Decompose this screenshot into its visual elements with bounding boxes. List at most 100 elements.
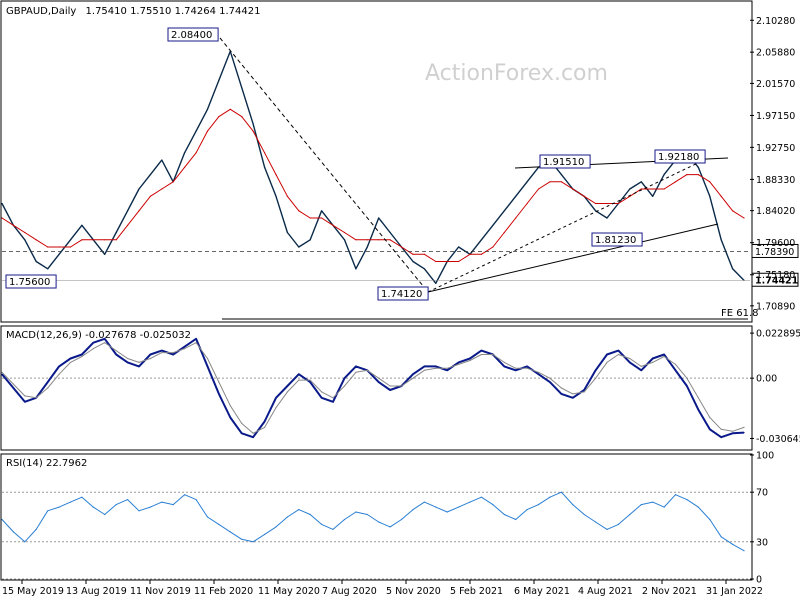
data-point-ema <box>35 239 37 241</box>
data-point-macd <box>206 365 209 367</box>
data-point-ema <box>515 217 517 219</box>
data-point-price <box>560 174 563 176</box>
annotation-box <box>539 154 591 169</box>
series-line-macd <box>1 337 745 439</box>
data-point-macd <box>560 393 563 395</box>
data-point-price <box>115 231 117 234</box>
data-point-rsi <box>400 518 403 521</box>
data-point-rsi <box>264 533 266 536</box>
data-point-ema <box>674 181 677 183</box>
data-point-price <box>606 217 608 219</box>
data-point-ema <box>195 152 197 154</box>
data-point-signal <box>537 371 540 373</box>
y-tick-label: 0.00 <box>756 374 777 385</box>
data-point-rsi <box>389 526 391 528</box>
data-point-macd <box>458 361 460 363</box>
data-point-price <box>378 217 380 219</box>
data-point-signal <box>446 367 448 369</box>
data-point-signal <box>583 391 585 393</box>
data-point-rsi <box>138 510 140 512</box>
data-point-macd <box>515 369 517 371</box>
y-tick-label: 30 <box>756 537 768 548</box>
data-point-price <box>35 260 37 263</box>
data-point-price <box>458 246 460 248</box>
data-point-price <box>24 239 26 241</box>
data-point-rsi <box>378 521 380 523</box>
y-tick-label: 2.01570 <box>756 79 795 90</box>
data-point-macd <box>480 350 482 352</box>
data-point-rsi <box>526 509 528 511</box>
data-point-macd <box>697 409 699 411</box>
x-tick-label: 2 Nov 2021 <box>642 586 697 597</box>
data-point-signal <box>321 391 323 393</box>
data-point-price <box>389 231 391 234</box>
y-tick-label: 0 <box>756 575 762 586</box>
data-point-signal <box>138 361 140 363</box>
data-point-rsi <box>503 513 505 516</box>
series-line-price <box>1 50 745 284</box>
series-line-signal <box>1 342 745 434</box>
data-point-signal <box>343 385 346 387</box>
data-point-macd <box>549 381 551 383</box>
data-point-ema <box>435 260 437 263</box>
data-point-ema <box>663 188 665 190</box>
data-point-rsi <box>309 513 311 516</box>
data-point-rsi <box>161 501 163 503</box>
price-title: GBPAUD,Daily 1.75410 1.75510 1.74264 1.7… <box>6 6 260 17</box>
data-point-ema <box>184 166 186 168</box>
y-tick-label: 2.05880 <box>756 48 795 59</box>
data-point-signal <box>298 379 300 381</box>
data-point-macd <box>115 353 117 356</box>
data-point-signal <box>743 426 745 428</box>
x-tick-label: 13 Aug 2019 <box>66 586 127 597</box>
data-point-ema <box>24 231 26 234</box>
data-point-signal <box>606 361 608 363</box>
data-point-price <box>595 210 597 212</box>
data-point-rsi <box>24 541 26 543</box>
data-point-price <box>366 246 368 248</box>
data-point-price <box>104 253 106 255</box>
data-point-signal <box>309 379 311 381</box>
data-point-macd <box>58 365 60 367</box>
y-tick-label: 70 <box>756 488 768 499</box>
data-point-price <box>298 246 300 248</box>
data-point-ema <box>275 174 277 176</box>
data-point-ema <box>321 217 323 219</box>
annotation-label: 1.92180 <box>658 152 699 163</box>
data-point-rsi <box>1 518 3 521</box>
data-point-rsi <box>229 531 231 533</box>
data-point-price <box>309 239 311 241</box>
data-point-macd <box>229 416 231 419</box>
data-point-ema <box>400 246 403 248</box>
data-point-signal <box>332 397 334 399</box>
data-point-ema <box>58 246 60 248</box>
data-point-macd <box>469 357 471 360</box>
data-point-macd <box>24 401 26 403</box>
data-point-rsi <box>617 523 620 526</box>
macd-panel <box>0 325 753 451</box>
data-point-macd <box>275 397 277 399</box>
data-point-signal <box>629 357 631 360</box>
data-point-signal <box>172 352 174 354</box>
price-title-symbol: GBPAUD,Daily <box>6 6 76 17</box>
watermark: ActionForex.com <box>425 61 608 86</box>
data-point-signal <box>378 377 380 379</box>
data-point-macd <box>252 436 254 438</box>
data-point-rsi <box>343 518 346 521</box>
data-point-signal <box>1 371 3 373</box>
data-point-signal <box>58 373 60 375</box>
data-point-macd <box>104 338 106 340</box>
data-point-ema <box>355 239 357 241</box>
data-point-signal <box>195 342 197 344</box>
data-point-signal <box>127 357 129 360</box>
data-point-rsi <box>515 518 517 521</box>
y-tick-label: -0.030645 <box>756 434 800 445</box>
data-point-ema <box>560 181 563 183</box>
data-point-ema <box>458 260 460 263</box>
data-point-price <box>321 210 323 212</box>
data-point-ema <box>583 195 585 197</box>
rsi-title: RSI(14) 22.7962 <box>6 458 87 469</box>
data-point-macd <box>138 365 140 367</box>
data-point-rsi <box>458 506 460 508</box>
